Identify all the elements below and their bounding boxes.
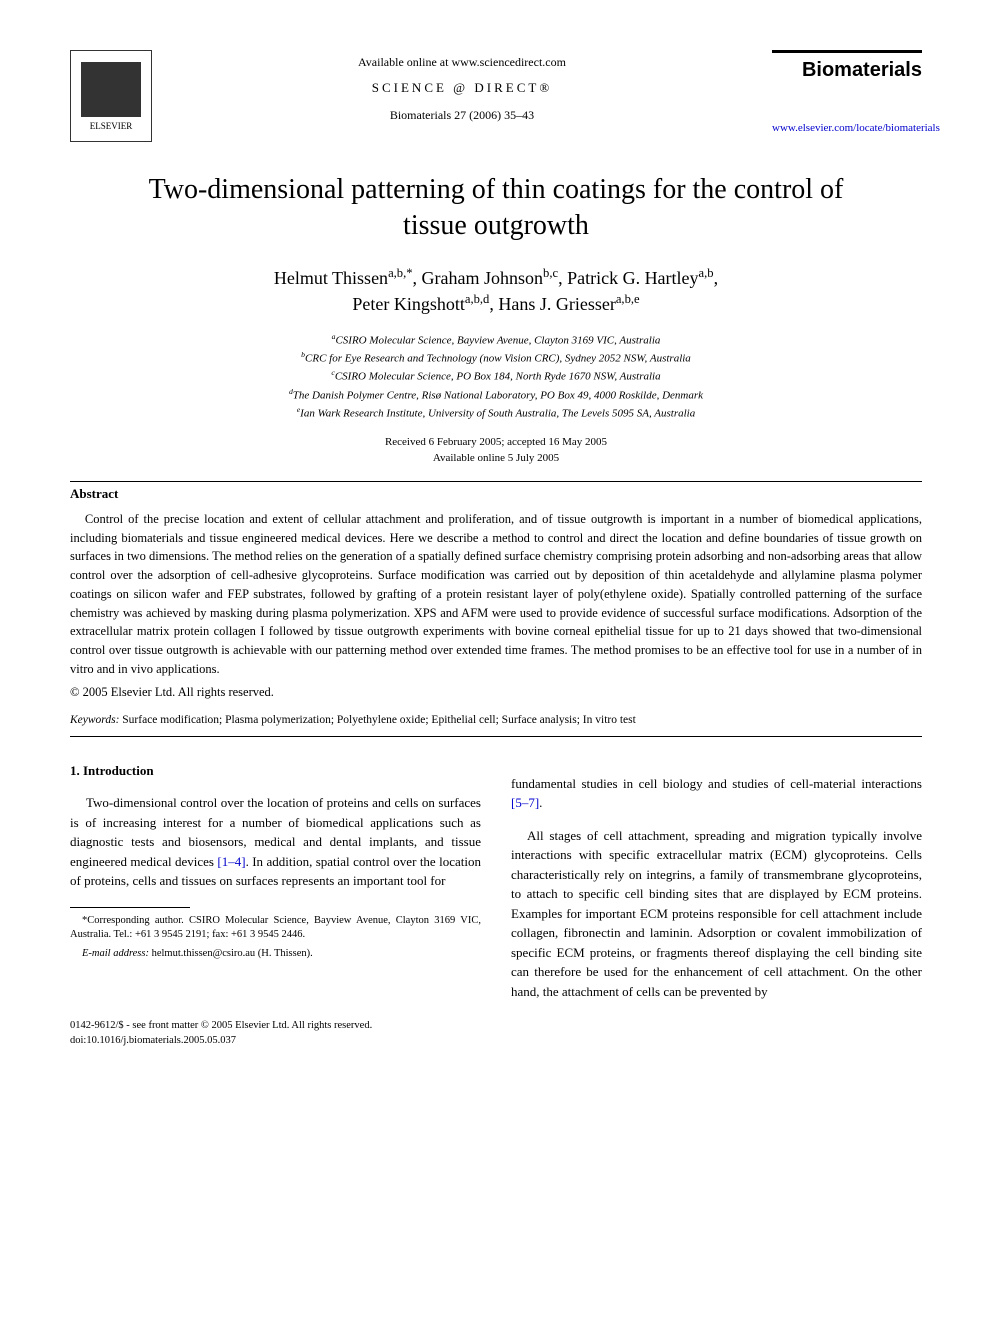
keywords-text: Surface modification; Plasma polymerizat… [119, 714, 635, 726]
author-3-sup: a,b [699, 266, 714, 280]
email-address: helmut.thissen@csiro.au (H. Thissen). [149, 948, 313, 959]
author-comma: , [714, 268, 719, 288]
author-3: , Patrick G. Hartley [558, 268, 698, 288]
body-columns: 1. Introduction Two-dimensional control … [70, 761, 922, 1002]
copyright-text: © 2005 Elsevier Ltd. All rights reserved… [70, 685, 922, 700]
abstract-heading: Abstract [70, 486, 922, 502]
page-footer: 0142-9612/$ - see front matter © 2005 El… [70, 1019, 922, 1048]
abstract-body: Control of the precise location and exte… [70, 512, 922, 676]
footnote-separator [70, 907, 190, 908]
col2-text-1b: . [539, 795, 542, 810]
article-title: Two-dimensional patterning of thin coati… [130, 172, 862, 245]
affiliation-c: CSIRO Molecular Science, PO Box 184, Nor… [335, 371, 661, 383]
author-2-sup: b,c [543, 266, 558, 280]
article-dates: Received 6 February 2005; accepted 16 Ma… [70, 434, 922, 467]
divider-top [70, 481, 922, 482]
affiliation-b: CRC for Eye Research and Technology (now… [305, 353, 691, 365]
header-row: ELSEVIER Available online at www.science… [70, 50, 922, 142]
paper-page: ELSEVIER Available online at www.science… [0, 0, 992, 1089]
keywords-label: Keywords: [70, 714, 119, 726]
column-right: fundamental studies in cell biology and … [511, 761, 922, 1002]
author-4: Peter Kingshott [352, 294, 465, 314]
keywords: Keywords: Surface modification; Plasma p… [70, 714, 922, 726]
col2-para-1: fundamental studies in cell biology and … [511, 774, 922, 813]
col2-para-2: All stages of cell attachment, spreading… [511, 826, 922, 1002]
science-direct-logo: SCIENCE @ DIRECT® [152, 80, 772, 96]
author-5-sup: a,b,e [616, 292, 640, 306]
journal-box: Biomaterials www.elsevier.com/locate/bio… [772, 50, 922, 134]
col2-text-1a: fundamental studies in cell biology and … [511, 776, 922, 791]
abstract-text: Control of the precise location and exte… [70, 510, 922, 679]
author-5: , Hans J. Griesser [489, 294, 615, 314]
column-left: 1. Introduction Two-dimensional control … [70, 761, 481, 1002]
publisher-label: ELSEVIER [90, 121, 133, 131]
footer-doi: doi:10.1016/j.biomaterials.2005.05.037 [70, 1035, 236, 1046]
affiliations: aCSIRO Molecular Science, Bayview Avenue… [70, 331, 922, 422]
affiliation-a: CSIRO Molecular Science, Bayview Avenue,… [335, 335, 660, 347]
author-2: , Graham Johnson [413, 268, 543, 288]
online-date: Available online 5 July 2005 [433, 452, 559, 464]
affiliation-d: The Danish Polymer Centre, Risø National… [293, 389, 703, 401]
authors: Helmut Thissena,b,*, Graham Johnsonb,c, … [70, 265, 922, 317]
header-center: Available online at www.sciencedirect.co… [152, 50, 772, 123]
journal-url[interactable]: www.elsevier.com/locate/biomaterials [772, 122, 922, 134]
available-online-text: Available online at www.sciencedirect.co… [152, 55, 772, 70]
ref-link-5-7[interactable]: [5–7] [511, 795, 539, 810]
section-1-heading: 1. Introduction [70, 761, 481, 781]
received-date: Received 6 February 2005; accepted 16 Ma… [385, 436, 607, 448]
author-1-sup: a,b,* [388, 266, 412, 280]
elsevier-tree-icon [81, 62, 141, 117]
corresponding-author-footnote: *Corresponding author. CSIRO Molecular S… [70, 914, 481, 943]
citation-text: Biomaterials 27 (2006) 35–43 [152, 108, 772, 123]
footer-line-1: 0142-9612/$ - see front matter © 2005 El… [70, 1020, 372, 1031]
intro-para-1: Two-dimensional control over the locatio… [70, 793, 481, 891]
ref-link-1-4[interactable]: [1–4] [217, 854, 245, 869]
email-footnote: E-mail address: helmut.thissen@csiro.au … [70, 947, 481, 962]
elsevier-logo: ELSEVIER [70, 50, 152, 142]
divider-bottom [70, 736, 922, 737]
journal-name: Biomaterials [772, 50, 922, 82]
affiliation-e: Ian Wark Research Institute, University … [300, 407, 695, 419]
author-4-sup: a,b,d [465, 292, 489, 306]
email-label: E-mail address: [82, 948, 149, 959]
author-1: Helmut Thissen [274, 268, 388, 288]
